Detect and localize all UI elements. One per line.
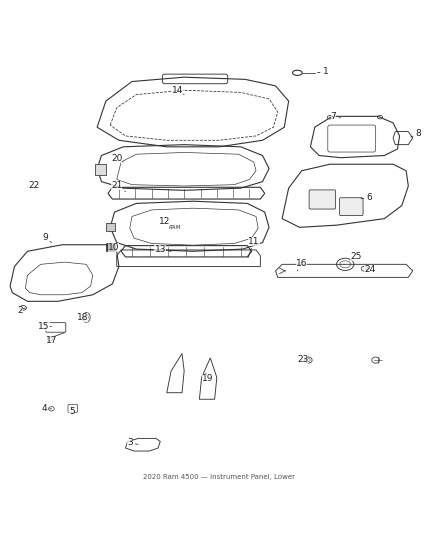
Text: 7: 7	[331, 112, 340, 121]
Text: 19: 19	[202, 373, 214, 383]
Text: 20: 20	[111, 154, 123, 163]
Text: 4: 4	[41, 405, 51, 413]
FancyBboxPatch shape	[309, 190, 336, 209]
Text: 10: 10	[108, 243, 120, 252]
Text: 25: 25	[350, 253, 362, 261]
Text: 5: 5	[69, 407, 75, 416]
Text: 17: 17	[46, 336, 57, 345]
Text: 24: 24	[364, 265, 376, 274]
Text: 18: 18	[77, 313, 88, 322]
Text: 11: 11	[248, 237, 260, 257]
Text: 22: 22	[28, 181, 40, 190]
Text: 9: 9	[42, 233, 51, 243]
Text: 3: 3	[127, 438, 138, 447]
Text: 1: 1	[318, 68, 328, 76]
Text: 6: 6	[361, 193, 372, 202]
Text: 21: 21	[111, 181, 125, 192]
Text: 14: 14	[172, 86, 184, 95]
FancyBboxPatch shape	[339, 198, 363, 215]
FancyBboxPatch shape	[106, 223, 115, 231]
FancyBboxPatch shape	[95, 164, 106, 175]
Text: RAM: RAM	[170, 225, 182, 230]
Text: 13: 13	[155, 246, 171, 254]
Text: 2: 2	[17, 305, 25, 314]
Text: 2020 Ram 4500 — Instrument Panel, Lower: 2020 Ram 4500 — Instrument Panel, Lower	[143, 474, 295, 480]
Text: 8: 8	[411, 130, 421, 138]
Text: 15: 15	[38, 322, 51, 331]
Text: 16: 16	[296, 259, 307, 271]
Text: 23: 23	[297, 354, 308, 364]
FancyBboxPatch shape	[106, 243, 116, 251]
Text: 12: 12	[159, 217, 173, 226]
